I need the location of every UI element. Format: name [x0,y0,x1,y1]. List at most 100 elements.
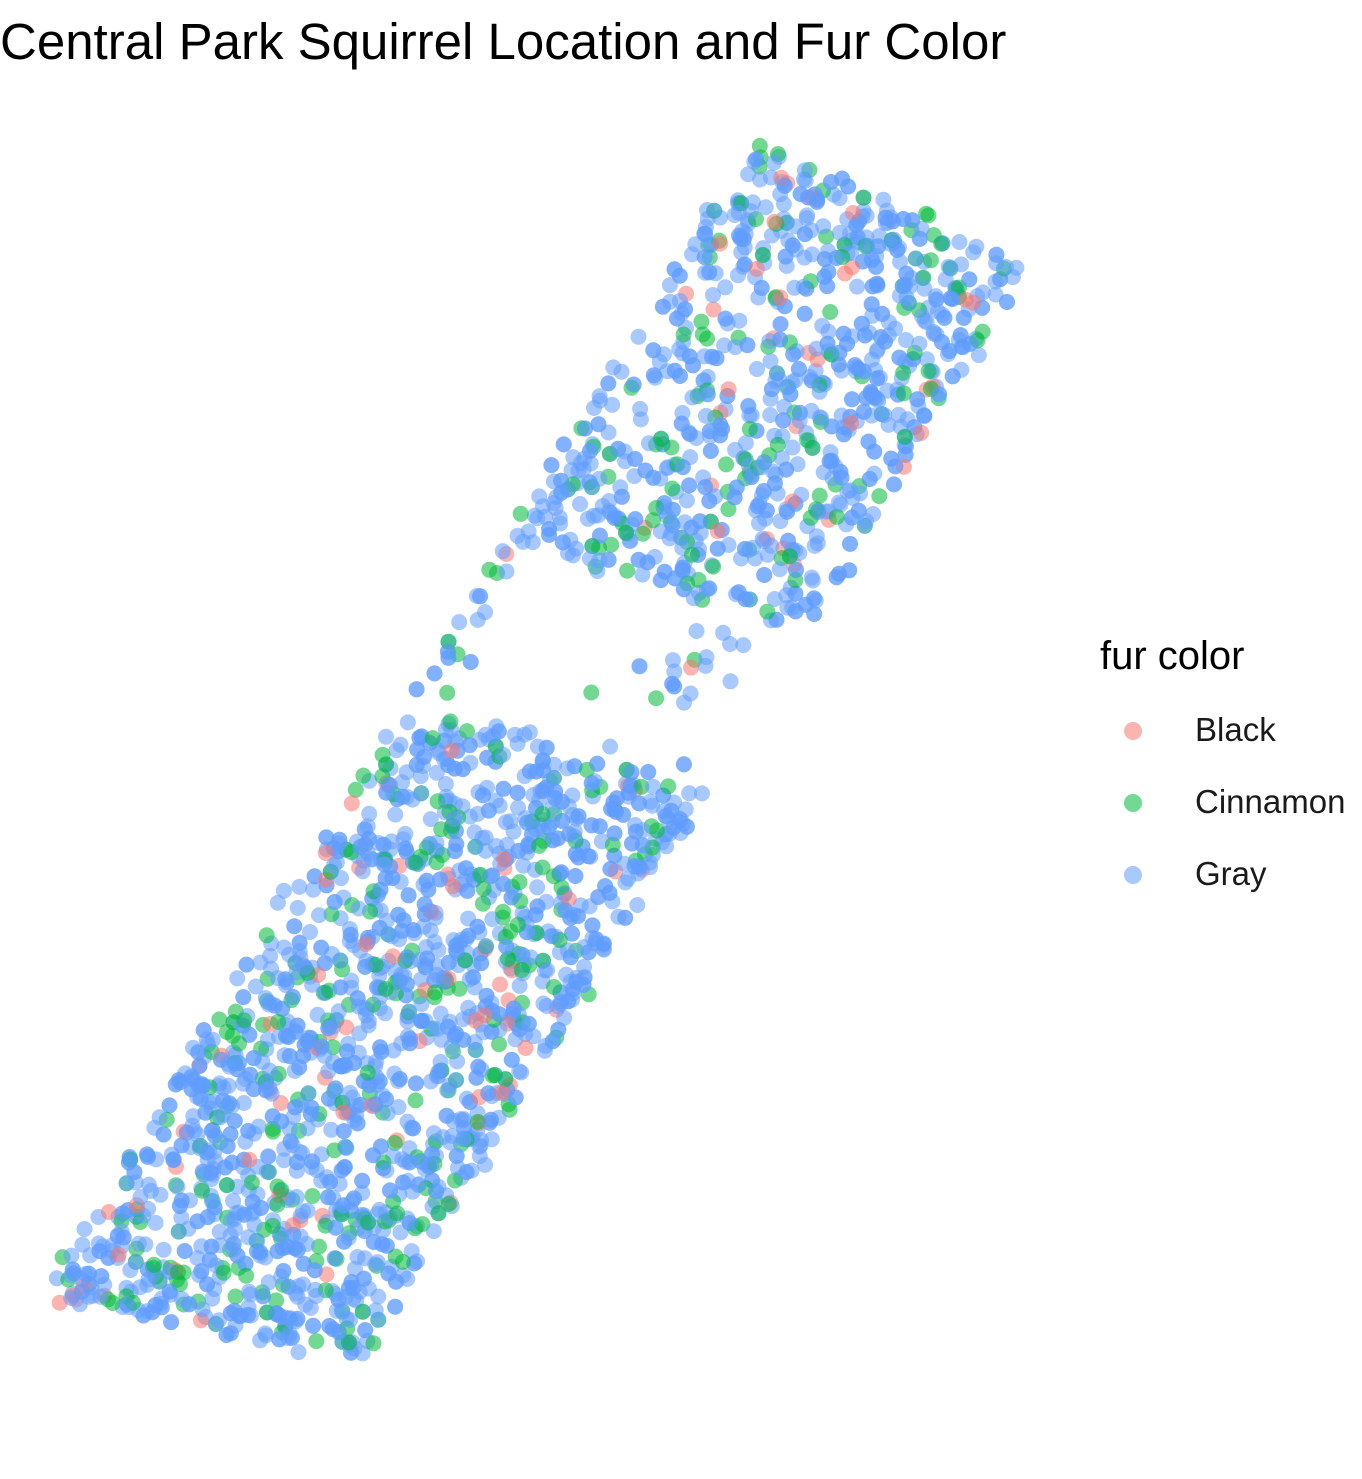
point-gray [264,1108,281,1125]
point-gray [163,1314,180,1331]
point-gray [765,154,782,171]
point-cinnamon [828,508,845,525]
point-gray [484,867,500,884]
point-gray [510,842,527,859]
point-cinnamon [273,1181,290,1198]
point-gray [661,277,678,294]
point-gray [722,636,738,652]
point-gray [867,362,884,378]
point-cinnamon [442,713,459,730]
point-black [100,1204,117,1220]
point-gray [771,561,788,578]
point-gray [868,258,884,275]
point-gray [268,1305,285,1322]
point-cinnamon [440,1196,457,1212]
legend-title: fur color [1100,634,1245,678]
point-gray [113,1223,130,1240]
point-gray [253,1200,269,1216]
point-black [748,260,765,277]
point-cinnamon [323,906,340,923]
point-gray [189,1213,206,1230]
point-gray [748,151,765,168]
point-gray [531,791,548,808]
point-gray [170,1223,187,1240]
point-gray [308,1288,325,1304]
point-cinnamon [648,690,665,707]
point-cinnamon [822,304,839,320]
point-gray [276,1152,292,1169]
point-gray [936,309,953,326]
point-gray [763,537,780,554]
point-gray [335,1197,352,1214]
point-cinnamon [895,385,912,402]
point-gray [378,1237,395,1254]
point-gray [866,389,883,406]
point-gray [664,501,681,518]
point-black [913,424,930,441]
point-gray [637,462,654,479]
point-gray [841,562,858,579]
point-gray [944,291,961,307]
point-black [493,1084,510,1101]
point-gray [872,329,889,346]
point-gray [629,897,646,913]
point-gray [333,870,349,887]
point-cinnamon [355,767,372,784]
point-cinnamon [534,806,551,822]
point-gray [505,1000,522,1017]
point-gray [527,821,544,838]
point-gray [783,374,800,391]
point-gray [369,1205,386,1222]
point-gray [520,1015,537,1032]
point-gray [277,971,294,988]
point-gray [515,857,532,874]
point-gray [352,839,369,856]
point-gray [735,637,752,654]
point-cinnamon [799,432,816,449]
point-cinnamon [664,480,681,497]
point-gray [698,581,715,598]
point-gray [250,1118,267,1135]
point-gray [807,592,824,609]
point-gray [602,504,619,521]
point-gray [155,1126,172,1143]
point-cinnamon [459,723,475,740]
point-gray [834,170,851,187]
point-gray [260,1164,277,1180]
point-gray [823,418,840,435]
point-gray [702,443,719,459]
point-gray [779,599,796,616]
point-gray [543,457,560,474]
point-gray [529,510,546,527]
point-cinnamon [215,1264,232,1281]
point-gray [541,526,557,543]
point-gray [674,562,691,579]
point-gray [566,758,583,775]
point-gray [849,278,866,295]
point-gray [625,376,642,393]
point-cinnamon [475,880,492,897]
point-gray [48,1270,65,1287]
point-cinnamon [428,854,445,871]
point-gray [645,778,661,795]
point-gray [844,391,860,408]
point-gray [252,1332,269,1349]
legend-key-cinnamon [1124,794,1142,812]
legend: fur color Black Cinnamon Gray [1100,632,1362,912]
point-gray [324,946,340,962]
point-gray [390,1099,407,1115]
point-black [683,659,699,676]
point-cinnamon [472,866,489,883]
point-cinnamon [386,1135,403,1151]
point-gray [425,1125,442,1142]
point-gray [311,907,327,924]
point-gray [416,896,433,913]
point-gray [821,453,838,470]
point-gray [289,899,306,916]
point-gray [591,818,608,835]
point-gray [529,879,546,896]
point-gray [600,551,617,568]
point-gray [477,842,494,859]
point-gray [695,469,712,486]
point-gray [511,1063,528,1080]
